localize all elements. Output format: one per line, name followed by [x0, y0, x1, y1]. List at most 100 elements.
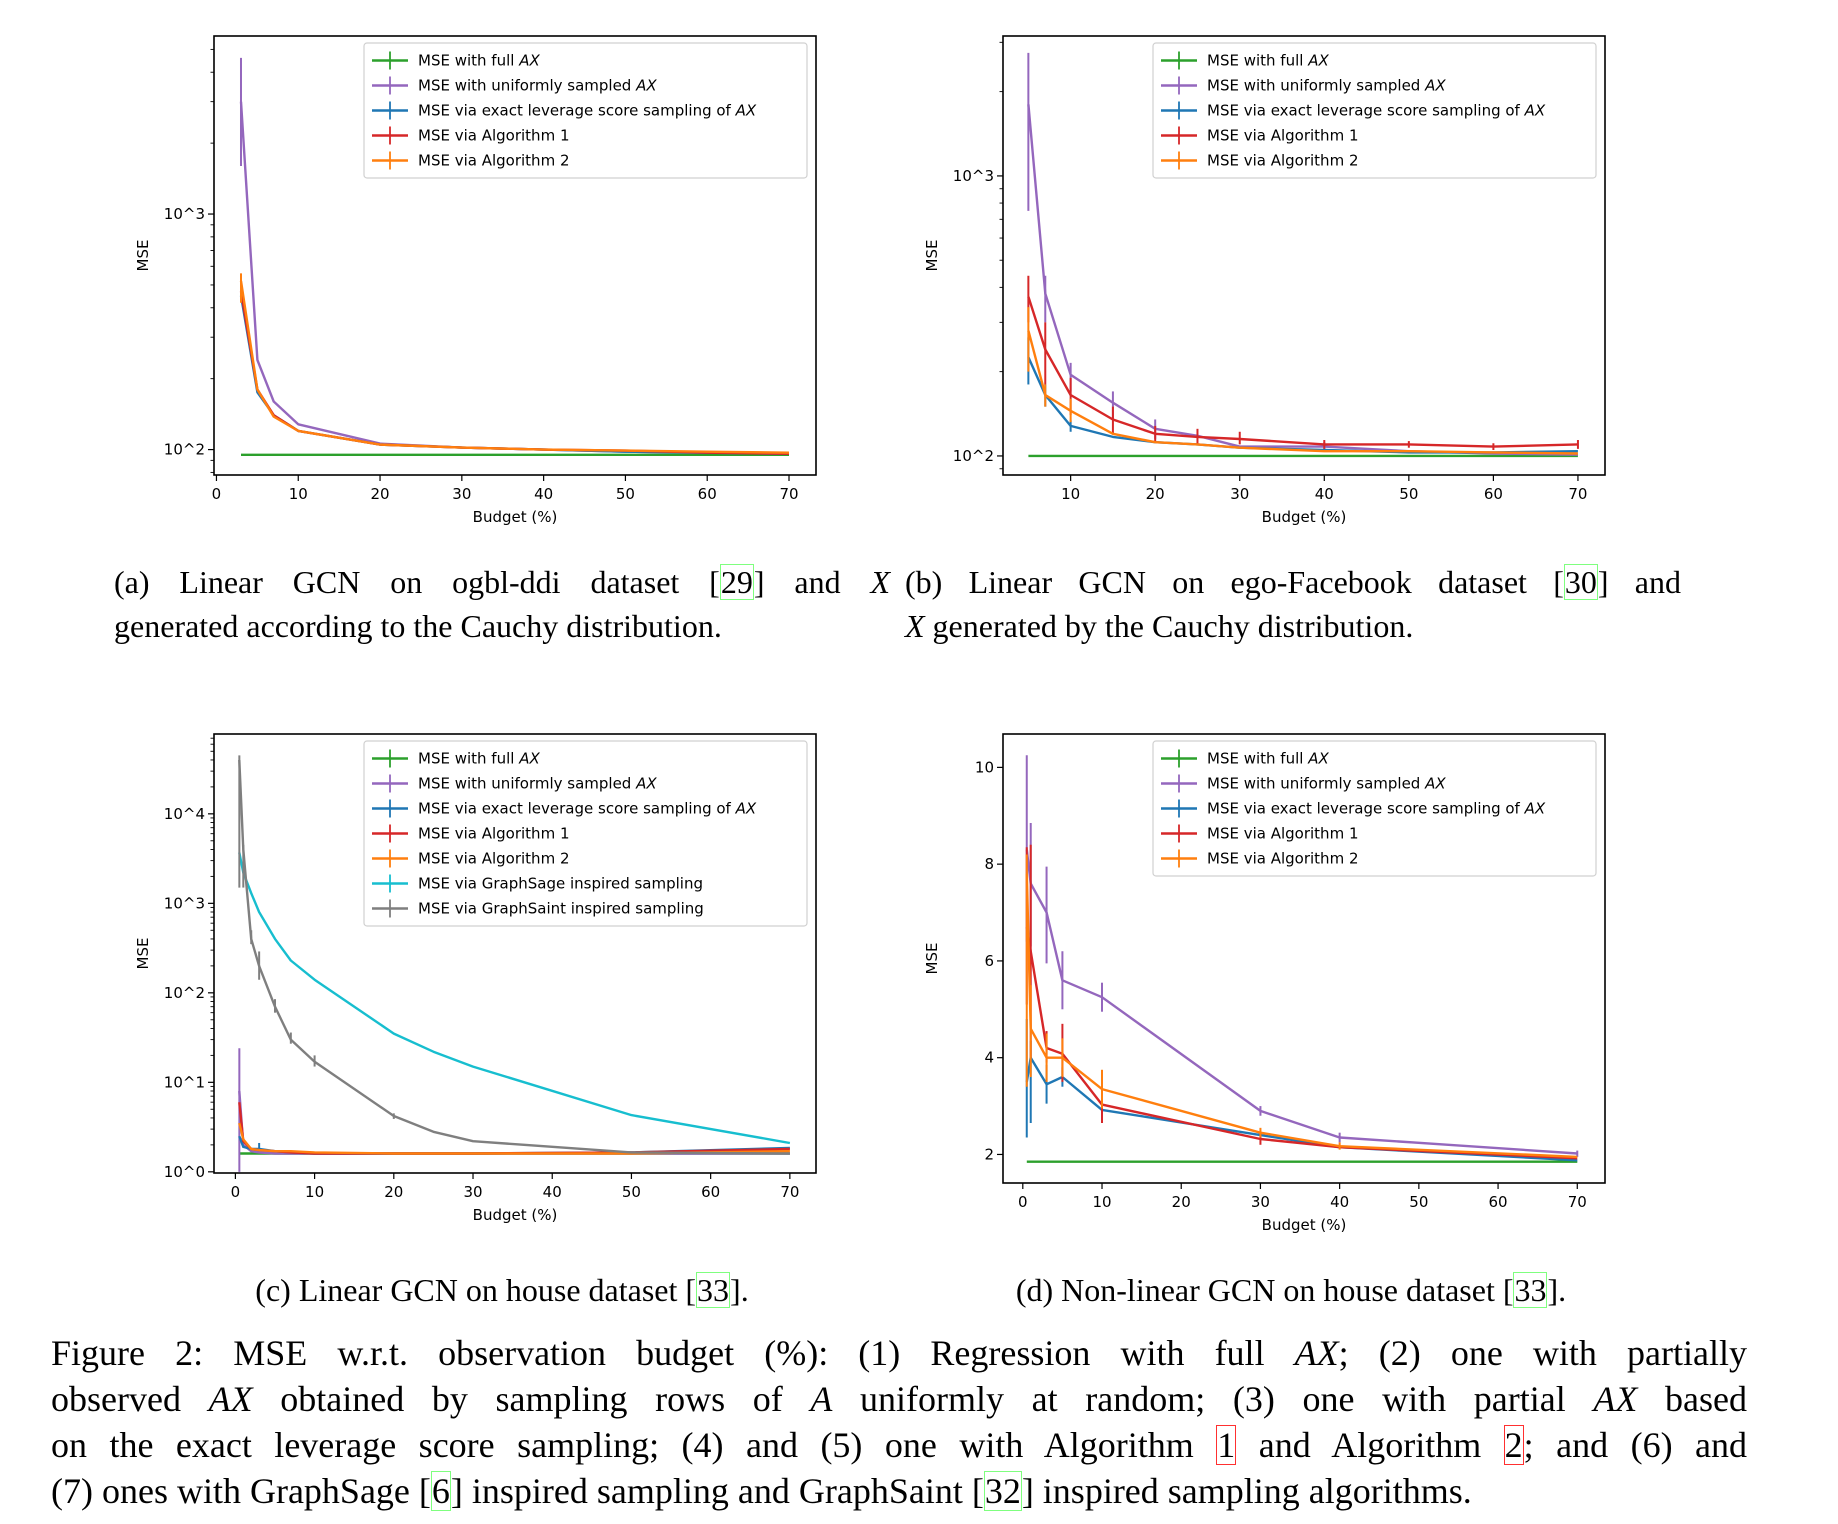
legend-label: MSE via Algorithm 1 [418, 825, 570, 843]
legend-entry-leverage: MSE via exact leverage score sampling of… [1161, 799, 1546, 818]
caption-text: (d) Non-linear GCN on house dataset [ [1015, 1272, 1514, 1308]
x-tick-label: 60 [1484, 485, 1503, 503]
series-line-graphsage [238, 852, 791, 1145]
x-tick-label: 40 [1315, 485, 1334, 503]
figure-caption: Figure 2: MSE w.r.t. observation budget … [51, 1330, 1747, 1514]
plot-frame [213, 35, 817, 476]
legend-label: MSE with full AX [418, 52, 540, 70]
y-tick-label: 10^3 [164, 894, 205, 912]
caption-line: (a) Linear GCN on ogbl-ddi dataset [29] … [114, 560, 890, 604]
caption-text: (b) Linear GCN on ego-Facebook dataset [ [905, 564, 1564, 600]
series-alg2 [238, 1122, 790, 1155]
y-tick-label: 4 [984, 1049, 994, 1067]
citation-link[interactable]: 29 [719, 564, 754, 600]
legend-entry-uniform: MSE with uniformly sampled AX [1161, 76, 1446, 95]
caption-line: (b) Linear GCN on ego-Facebook dataset [… [905, 560, 1681, 604]
x-tick-label: 50 [616, 485, 635, 503]
series-graphsaint [238, 755, 790, 1155]
legend-entry-uniform: MSE with uniformly sampled AX [372, 774, 657, 793]
y-tick-label: 8 [984, 855, 994, 873]
legend-entry-full: MSE with full AX [1161, 749, 1329, 768]
caption-text: ]. [730, 1272, 749, 1308]
legend-label: MSE via Algorithm 1 [1207, 825, 1359, 843]
caption-text: generated by the Cauchy distribution. [924, 608, 1414, 644]
x-tick-label: 20 [1172, 1193, 1191, 1211]
legend-label: MSE via exact leverage score sampling of… [1207, 800, 1546, 818]
legend-entry-uniform: MSE with uniformly sampled AX [1161, 774, 1446, 793]
caption-text: ; and (6) and [1523, 1425, 1748, 1465]
legend-label: MSE via Algorithm 2 [1207, 152, 1359, 170]
math-symbol: X [870, 564, 891, 600]
caption-line: (d) Non-linear GCN on house dataset [33]… [991, 1268, 1591, 1312]
caption-text: on the exact leverage score sampling; (4… [51, 1425, 1217, 1465]
plot-frame [1002, 733, 1606, 1184]
legend-entry-alg1: MSE via Algorithm 1 [1161, 126, 1359, 145]
y-axis-label: MSE [923, 943, 941, 975]
x-axis-label: Budget (%) [473, 508, 558, 526]
series-line-alg2 [1025, 873, 1578, 1159]
caption-text: (7) ones with GraphSage [ [51, 1471, 431, 1511]
math-symbol: A [810, 1379, 833, 1419]
x-tick-label: 50 [1399, 485, 1418, 503]
series-line-uniform [1025, 849, 1578, 1155]
legend-label: MSE via exact leverage score sampling of… [418, 102, 757, 120]
x-tick-label: 50 [622, 1183, 641, 1201]
caption-line: Figure 2: MSE w.r.t. observation budget … [51, 1330, 1747, 1376]
legend-box [363, 42, 808, 179]
legend-label: MSE via exact leverage score sampling of… [1207, 102, 1546, 120]
x-tick-label: 0 [212, 485, 222, 503]
x-tick-label: 30 [463, 1183, 482, 1201]
legend-entry-alg2: MSE via Algorithm 2 [1161, 151, 1359, 170]
citation-link[interactable]: 32 [983, 1471, 1022, 1511]
legend-entry-leverage: MSE via exact leverage score sampling of… [372, 799, 757, 818]
algorithm-ref-link[interactable]: 1 [1216, 1425, 1237, 1465]
x-tick-label: 20 [384, 1183, 403, 1201]
legend-label: MSE with uniformly sampled AX [1207, 77, 1446, 95]
legend-entry-full: MSE with full AX [1161, 51, 1329, 70]
chart-a: 0 10 20 30 40 50 60 70 10^2 10^3 Budget (%) MSE MSE … [134, 35, 817, 526]
algorithm-ref-link[interactable]: 2 [1503, 1425, 1524, 1465]
series-alg2 [1027, 307, 1578, 455]
citation-link[interactable]: 30 [1563, 564, 1598, 600]
legend-label: MSE via GraphSaint inspired sampling [418, 900, 704, 918]
y-tick-label: 10^0 [164, 1163, 205, 1181]
y-axis-label: MSE [134, 240, 152, 272]
legend-entry-leverage: MSE via exact leverage score sampling of… [1161, 101, 1546, 120]
series-line-alg2 [239, 280, 790, 454]
caption-line: (7) ones with GraphSage [6] inspired sam… [51, 1468, 1747, 1514]
legend-entry-graphsage: MSE via GraphSage inspired sampling [372, 874, 703, 893]
legend-label: MSE via Algorithm 2 [418, 152, 570, 170]
legend-box [363, 740, 808, 927]
subcaption-b: (b) Linear GCN on ego-Facebook dataset [… [905, 560, 1681, 648]
x-tick-label: 70 [780, 1183, 799, 1201]
x-tick-label: 10 [289, 485, 308, 503]
series-line-alg2 [1027, 330, 1578, 455]
y-tick-label: 10^3 [164, 205, 205, 223]
citation-link[interactable]: 33 [1513, 1272, 1548, 1308]
caption-text: and Algorithm [1236, 1425, 1504, 1465]
x-tick-label: 40 [543, 1183, 562, 1201]
citation-link[interactable]: 6 [430, 1471, 451, 1511]
legend-label: MSE with full AX [1207, 52, 1329, 70]
series-line-alg1 [1027, 296, 1578, 448]
x-tick-label: 30 [452, 485, 471, 503]
legend-entry-alg2: MSE via Algorithm 2 [372, 849, 570, 868]
subcaption-a: (a) Linear GCN on ogbl-ddi dataset [29] … [114, 560, 890, 648]
legend-label: MSE via Algorithm 2 [1207, 850, 1359, 868]
caption-text: uniformly at random; (3) one with partia… [832, 1379, 1594, 1419]
y-tick-label: 10^2 [164, 984, 205, 1002]
caption-text: (c) Linear GCN on house dataset [ [255, 1272, 697, 1308]
y-tick-label: 6 [984, 952, 994, 970]
x-tick-label: 30 [1230, 485, 1249, 503]
caption-line: generated according to the Cauchy distri… [114, 604, 890, 648]
y-axis-label: MSE [923, 240, 941, 272]
citation-link[interactable]: 33 [696, 1272, 731, 1308]
x-tick-label: 10 [1092, 1193, 1111, 1211]
chart-d: 0 10 20 30 40 50 60 70 2 4 6 8 10 Budget (%) MSE MSE wi… [923, 733, 1606, 1234]
series-leverage [1027, 337, 1578, 454]
plot-frame [213, 733, 817, 1174]
legend: MSE with full AX MSE with uniformly sampl… [363, 42, 808, 179]
legend-entry-full: MSE with full AX [372, 749, 540, 768]
x-tick-label: 60 [698, 485, 717, 503]
legend-entry-alg1: MSE via Algorithm 1 [1161, 824, 1359, 843]
